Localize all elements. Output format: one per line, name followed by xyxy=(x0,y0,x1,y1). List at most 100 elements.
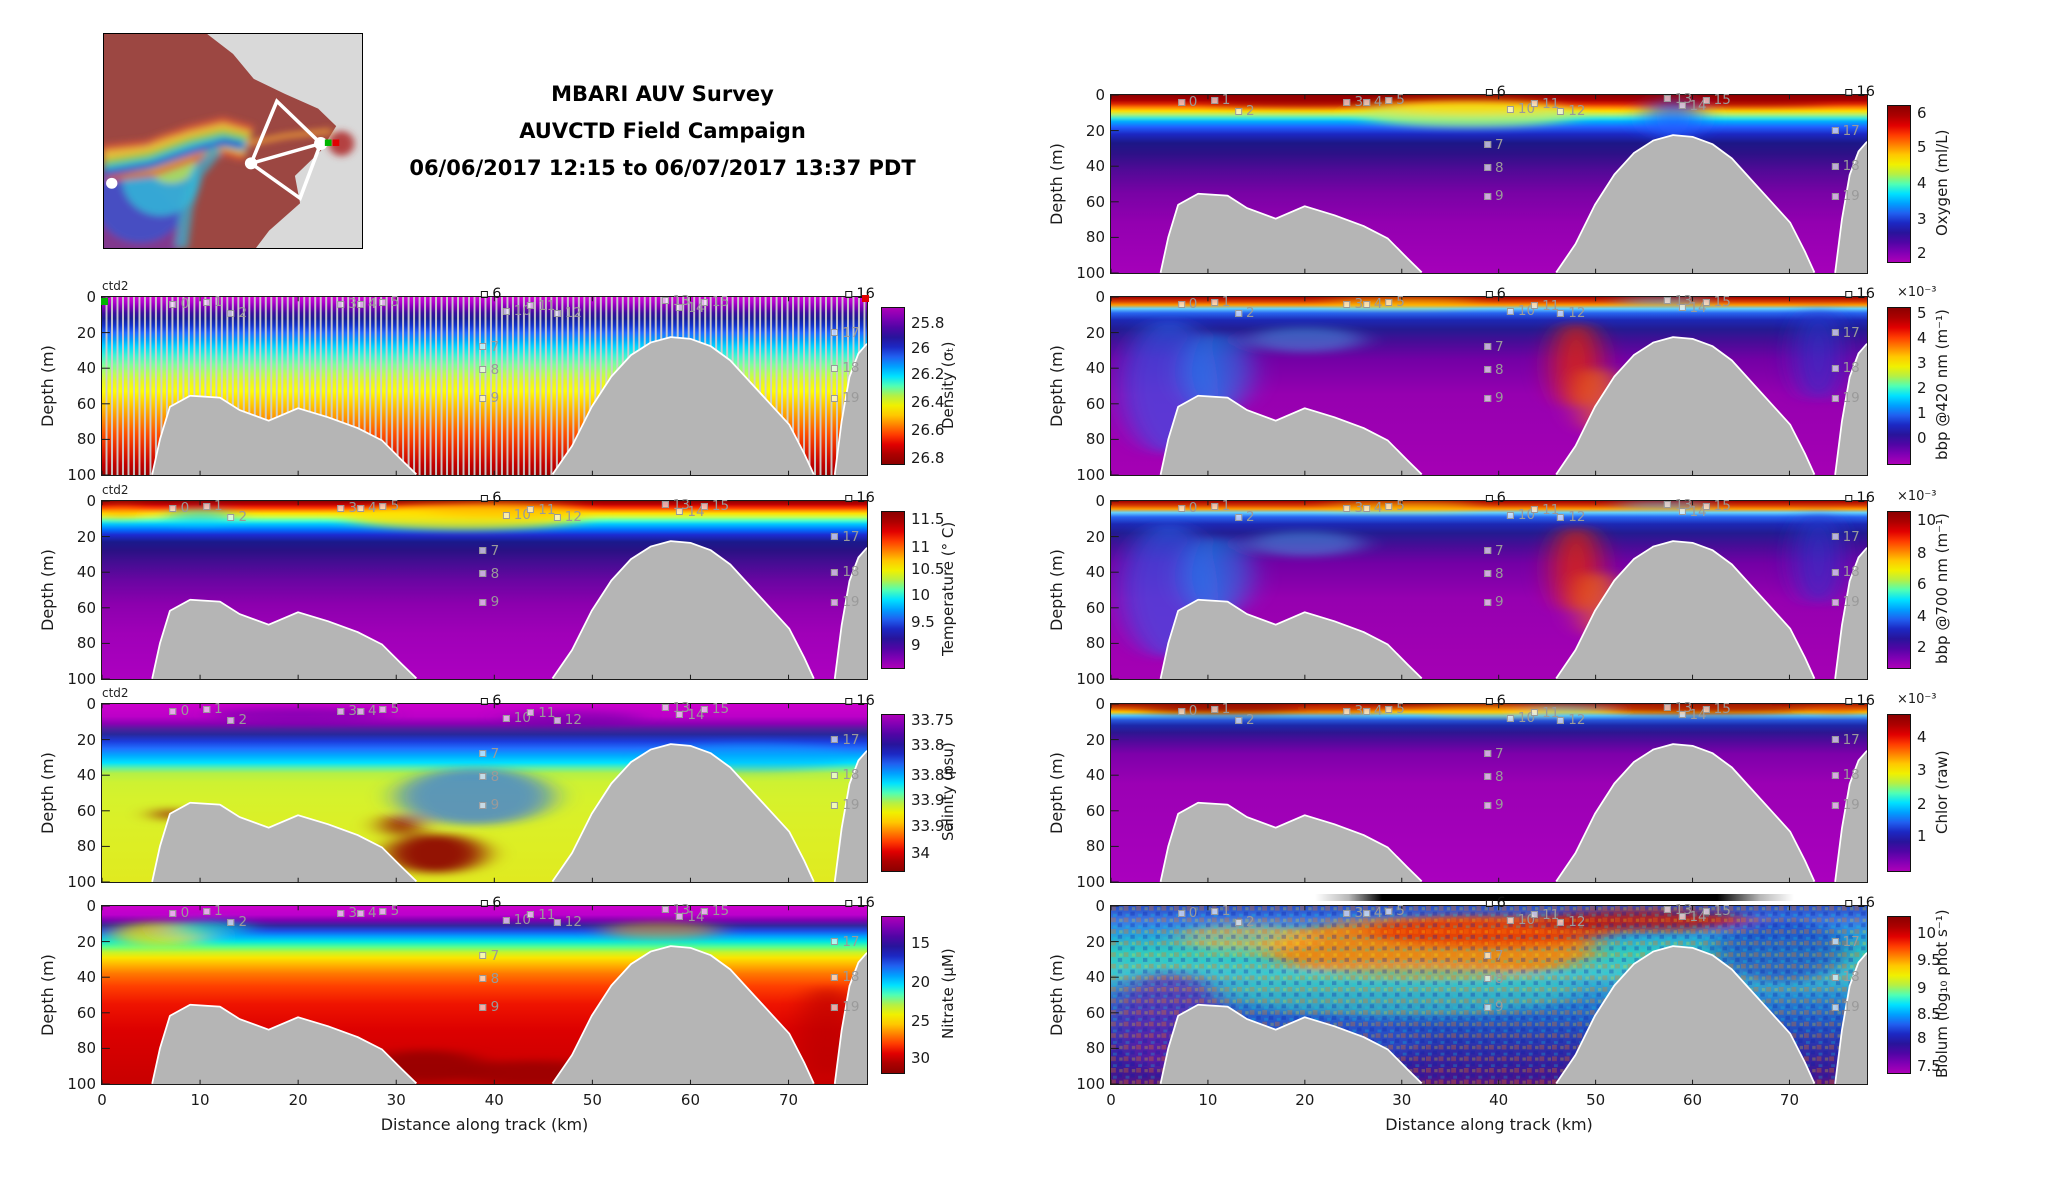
biolum-field xyxy=(1111,906,1867,1084)
waypoint-label: 7 xyxy=(490,745,500,762)
waypoint-2: 2 xyxy=(227,509,247,525)
waypoint-marker-icon xyxy=(1484,343,1492,351)
colorbar-tick-label: 9 xyxy=(1917,978,1927,997)
colorbar-tick-label: 8.5 xyxy=(1917,1005,1941,1024)
waypoint-4: 4 xyxy=(357,703,377,719)
tick-marks xyxy=(1111,704,1789,882)
waypoint-label: 5 xyxy=(1396,903,1405,920)
y-tick-label: 40 xyxy=(76,968,96,987)
waypoint-12: 12 xyxy=(553,509,582,526)
waypoint-label: 14 xyxy=(687,503,705,520)
waypoint-marker-icon xyxy=(1385,907,1393,915)
waypoint-14: 14 xyxy=(676,300,705,316)
waypoint-label: 0 xyxy=(180,296,190,313)
bathymetry-2 xyxy=(835,549,867,679)
y-tick-label: 0 xyxy=(1095,492,1105,510)
waypoint-10: 10 xyxy=(502,303,531,320)
waypoint-marker-icon xyxy=(676,711,684,719)
waypoint-marker-icon xyxy=(1831,533,1839,541)
tick-marks xyxy=(102,297,789,475)
colorbar-tick-label: 33.75 xyxy=(911,711,954,730)
waypoint-19: 19 xyxy=(1831,797,1860,813)
waypoint-label: 15 xyxy=(1713,701,1731,718)
waypoint-4: 4 xyxy=(1362,296,1383,313)
waypoint-3: 3 xyxy=(337,905,357,921)
waypoint-marker-icon xyxy=(1678,102,1686,110)
waypoint-label: 10 xyxy=(1517,507,1536,524)
waypoint-11: 11 xyxy=(527,502,555,518)
waypoint-marker-icon xyxy=(203,502,211,510)
waypoint-marker-icon xyxy=(479,773,487,781)
waypoint-label: 6 xyxy=(1496,286,1506,303)
y-tick-label: 40 xyxy=(1085,968,1105,987)
waypoint-marker-icon xyxy=(1234,513,1242,521)
waypoint-marker-icon xyxy=(481,290,489,298)
waypoint-label: 1 xyxy=(1221,498,1231,515)
bathymetry-outline-1 xyxy=(1557,947,1814,1084)
waypoint-marker-icon xyxy=(1484,750,1492,758)
waypoint-label: 5 xyxy=(1396,92,1405,109)
waypoint-label: 4 xyxy=(1373,296,1383,313)
waypoint-16: 16 xyxy=(845,490,875,506)
waypoint-marker-icon xyxy=(527,709,535,717)
waypoint-marker-icon xyxy=(1484,366,1492,374)
waypoint-16: 16 xyxy=(1845,895,1875,911)
waypoint-label: 10 xyxy=(513,303,531,320)
colorbar-tick-label: 33.85 xyxy=(911,765,954,784)
waypoint-0: 0 xyxy=(169,703,189,719)
colorbar-salinity: 33.75 33.8 33.85 33.9 33.95 34 xyxy=(881,711,954,872)
waypoint-marker-icon xyxy=(1831,162,1839,170)
y-tick-label: 60 xyxy=(76,1003,96,1022)
waypoint-marker-icon xyxy=(1506,307,1514,315)
waypoint-label: 0 xyxy=(1188,94,1198,111)
panel-salinity: 0 20 40 60 80 100 Depth (m) ctd2 0 1 2 3 4 5 6 7 8 9 10 11 1… xyxy=(38,686,875,891)
waypoint-17: 17 xyxy=(831,529,860,545)
colorbar-tick-label: 6 xyxy=(1917,575,1927,594)
waypoint-14: 14 xyxy=(676,909,705,925)
waypoint-label: 12 xyxy=(564,509,582,526)
waypoint-marker-icon xyxy=(479,570,487,578)
waypoint-18: 18 xyxy=(1831,564,1860,580)
bathymetry-2 xyxy=(1835,752,1867,882)
waypoint-label: 0 xyxy=(180,905,190,922)
waypoint-label: 9 xyxy=(490,797,500,814)
title-line-3: 06/06/2017 12:15 to 06/07/2017 13:37 PDT xyxy=(409,156,916,180)
y-axis-label: Depth (m) xyxy=(1047,752,1066,834)
chlor-field xyxy=(1111,704,1867,882)
waypoint-marker-icon xyxy=(661,297,669,305)
density-field xyxy=(102,297,867,475)
waypoint-marker-icon xyxy=(1343,98,1351,106)
y-tick-label: 20 xyxy=(1085,527,1105,546)
y-tick-label: 40 xyxy=(1085,359,1105,378)
waypoint-label: 12 xyxy=(1568,509,1586,526)
waypoint-label: 4 xyxy=(368,905,377,922)
waypoint-label: 3 xyxy=(1354,94,1364,111)
colorbar-tick-label: 2 xyxy=(1917,244,1927,263)
y-tick-label: 0 xyxy=(1095,86,1105,104)
waypoint-marker-icon xyxy=(661,906,669,914)
colorbar-tick-label: 3 xyxy=(1917,209,1927,228)
waypoint-marker-icon xyxy=(1485,697,1493,705)
waypoint-label: 7 xyxy=(1495,542,1504,559)
waypoint-marker-icon xyxy=(227,716,235,724)
colorbar-label: Biolum (log₁₀ phot s⁻¹) xyxy=(1933,909,1951,1079)
y-axis-label: Depth (m) xyxy=(38,549,57,631)
waypoint-marker-icon xyxy=(479,343,487,351)
bathymetry-0 xyxy=(153,396,416,475)
waypoint-15: 15 xyxy=(1702,903,1731,919)
waypoint-5: 5 xyxy=(1385,498,1405,514)
colorbar-tick-label: 34 xyxy=(911,843,931,862)
map-dot-center xyxy=(244,157,258,170)
waypoint-marker-icon xyxy=(1557,309,1565,317)
y-axis-label: Depth (m) xyxy=(1047,143,1066,225)
waypoint-marker-icon xyxy=(502,511,510,519)
waypoint-label: 18 xyxy=(842,564,860,581)
waypoint-label: 8 xyxy=(490,768,500,785)
waypoint-label: 9 xyxy=(490,390,500,407)
tick-marks xyxy=(102,906,789,1084)
waypoint-label: 10 xyxy=(1517,303,1536,320)
waypoint-marker-icon xyxy=(379,502,387,510)
waypoint-17: 17 xyxy=(1831,325,1860,341)
waypoint-1: 1 xyxy=(1210,498,1231,515)
x-tick-label: 40 xyxy=(484,1091,504,1109)
